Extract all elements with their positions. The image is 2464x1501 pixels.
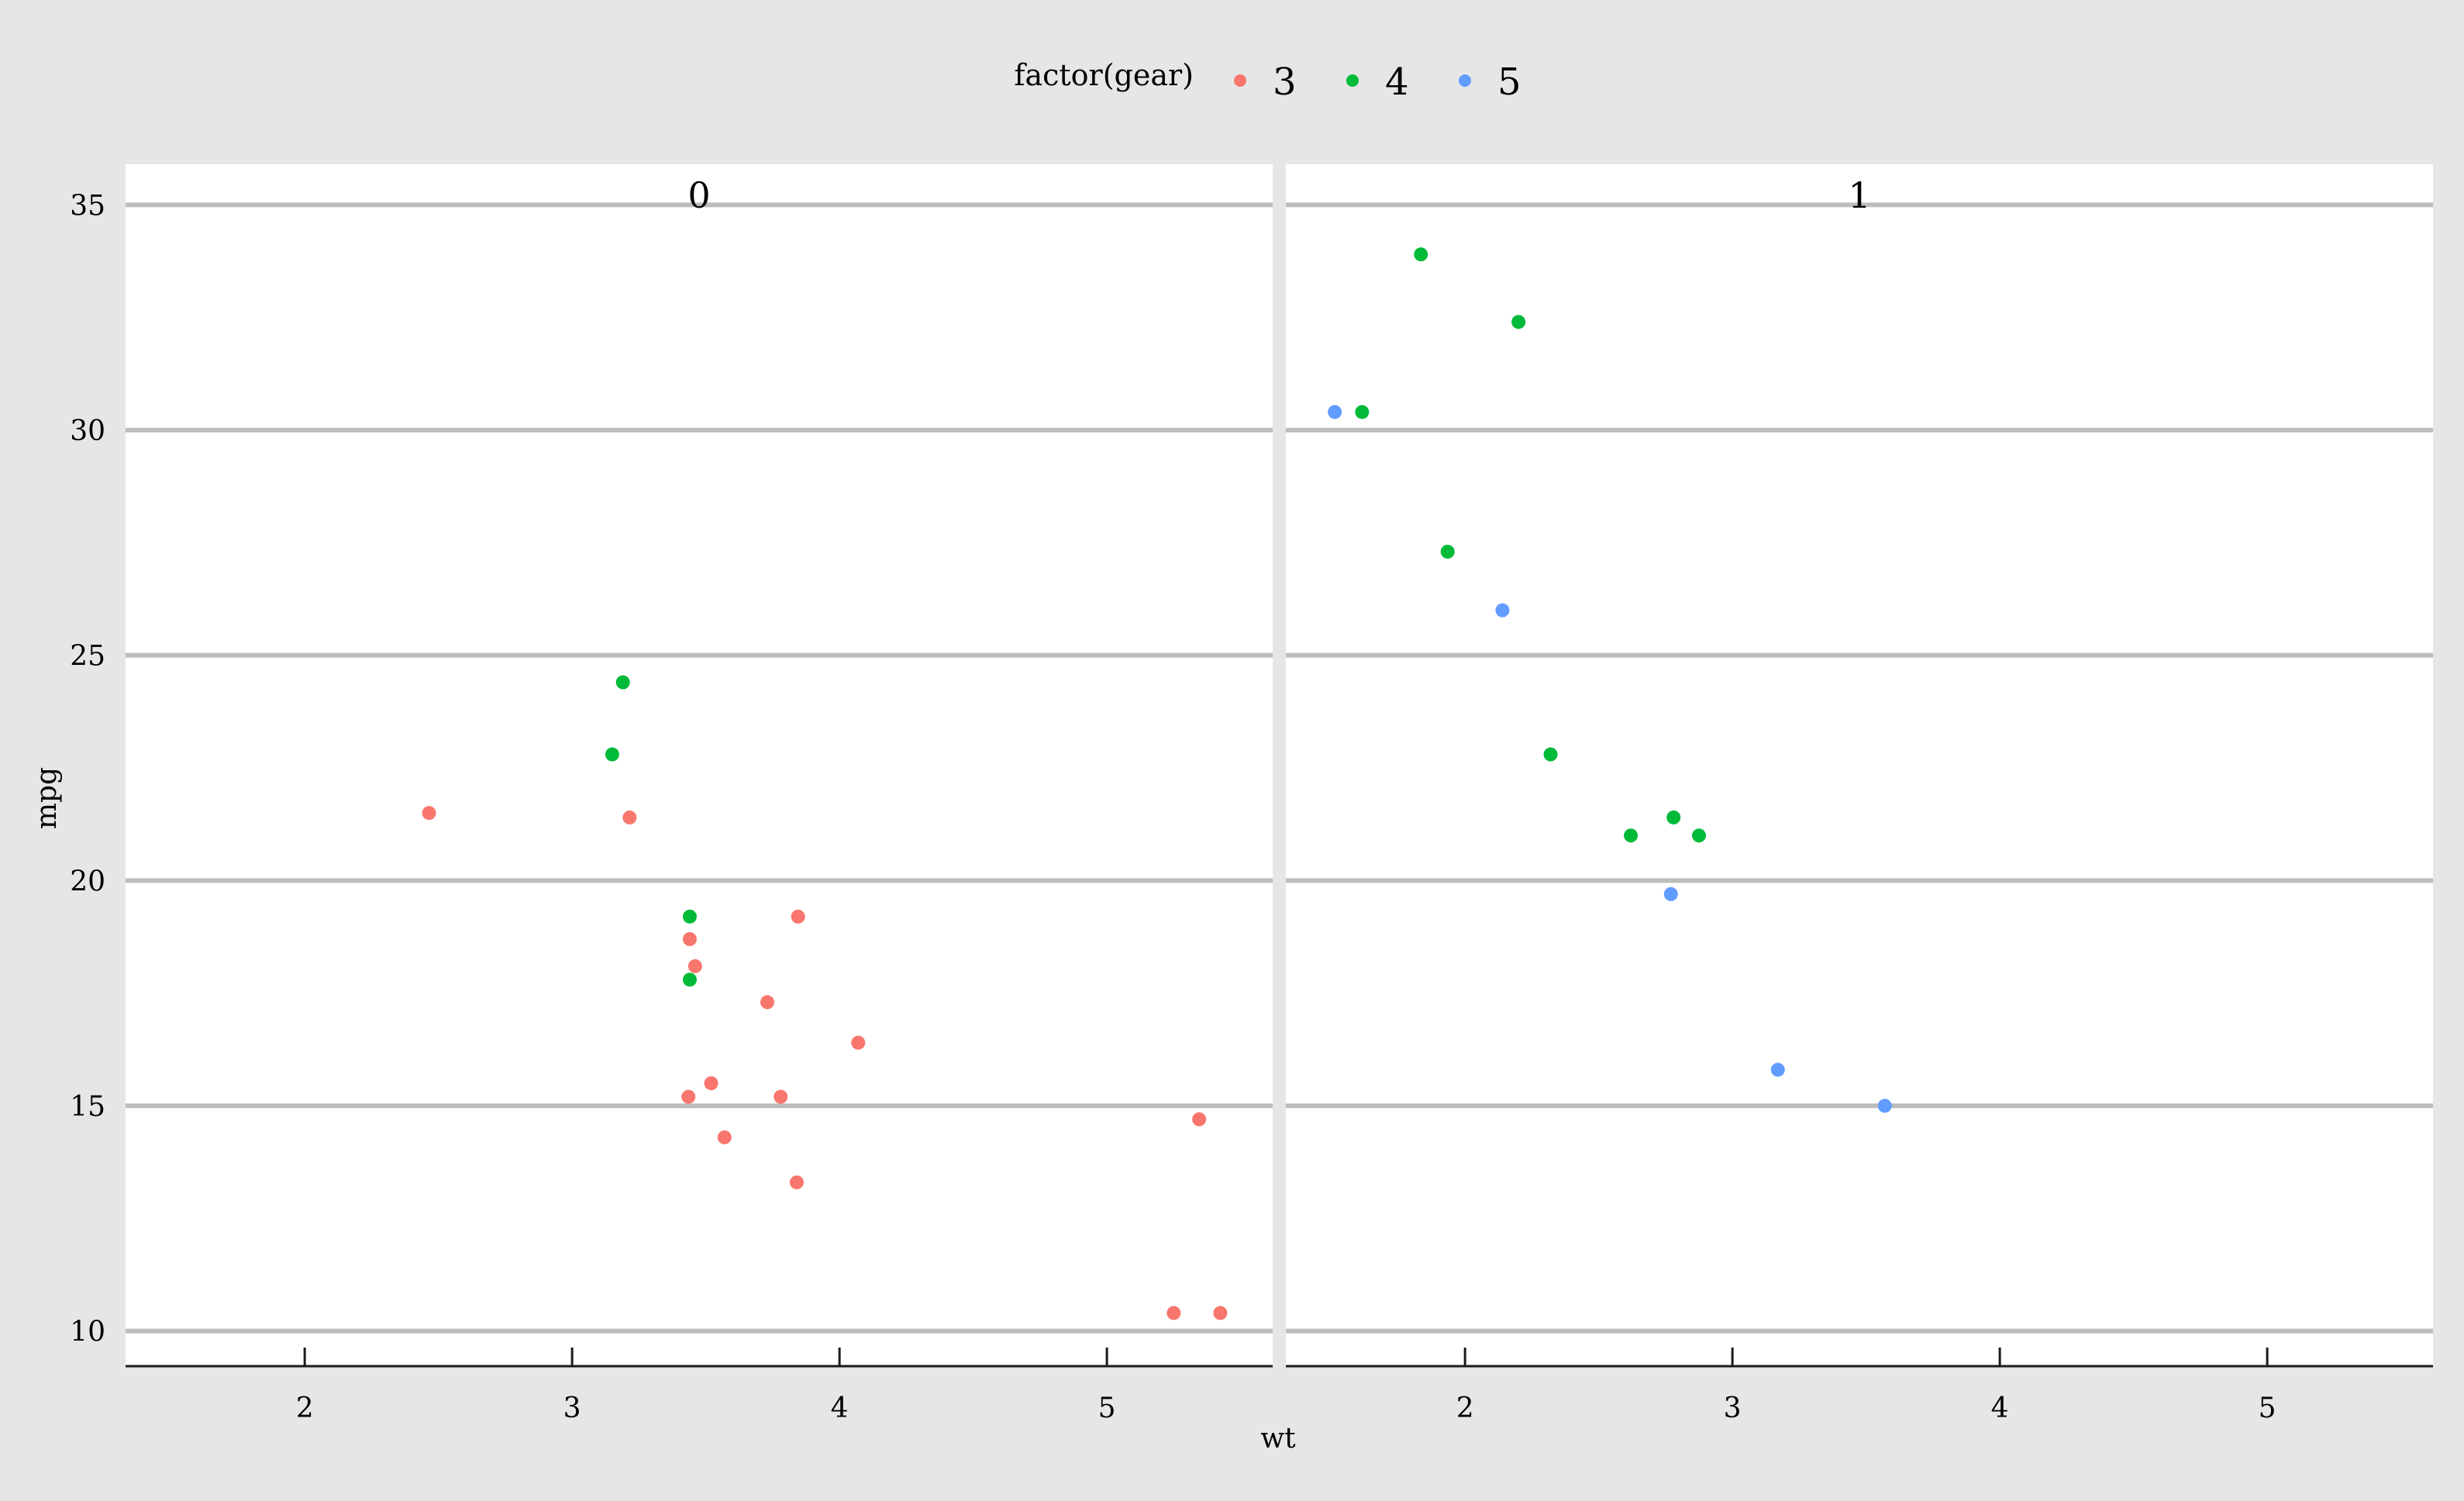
data-point: [422, 806, 436, 821]
legend-key-4: [1346, 74, 1359, 87]
data-point: [1770, 1062, 1785, 1077]
legend-entries: 3 4 5: [1234, 60, 1521, 104]
data-point: [1328, 405, 1342, 419]
panel-1: 1 2 3 4 5: [1286, 164, 2433, 1424]
legend-label-4: 4: [1385, 60, 1409, 104]
data-point: [1692, 828, 1707, 843]
legend-key-3: [1234, 74, 1246, 87]
y-axis: 10 15 20 25 30 35: [70, 190, 105, 1348]
x-tick-label: 2: [296, 1393, 314, 1424]
data-point: [774, 1090, 788, 1104]
legend-title: factor(gear): [1014, 58, 1194, 92]
y-tick-label: 30: [70, 415, 105, 447]
data-point: [1167, 1306, 1181, 1320]
x-tick-label: 3: [1724, 1393, 1742, 1424]
data-point: [789, 1175, 804, 1189]
x-tick-label: 2: [1456, 1393, 1474, 1424]
facet-strip-label: 0: [688, 174, 710, 216]
y-tick-label: 20: [70, 866, 105, 897]
x-tick-label: 4: [1991, 1393, 2009, 1424]
data-point: [851, 1035, 866, 1050]
legend-label-3: 3: [1273, 60, 1297, 104]
data-point: [791, 909, 805, 924]
x-tick-label: 3: [563, 1393, 581, 1424]
y-axis-title: mpg: [31, 767, 63, 829]
data-point: [1624, 828, 1639, 843]
panel-0: 0 2 3 4 5: [126, 164, 1273, 1424]
data-point: [615, 675, 630, 690]
y-tick-label: 10: [70, 1317, 105, 1348]
y-tick-label: 15: [70, 1091, 105, 1123]
data-point: [1877, 1098, 1892, 1113]
data-point: [1414, 247, 1428, 262]
data-point: [605, 747, 619, 762]
data-point: [1440, 544, 1455, 559]
data-point: [1355, 405, 1370, 419]
data-point: [1663, 886, 1678, 901]
data-point: [1543, 747, 1558, 762]
data-point: [760, 995, 774, 1010]
data-point: [1666, 810, 1681, 825]
legend: factor(gear) 3 4 5: [1014, 58, 1521, 104]
data-point: [1213, 1306, 1228, 1320]
data-point: [682, 931, 697, 946]
legend-label-5: 5: [1497, 60, 1521, 104]
panels: 10 15 20 25 30 35 0 2 3 4 5 1 2 3 4 5: [70, 164, 2433, 1424]
data-point: [681, 1090, 696, 1104]
data-point: [1511, 315, 1526, 329]
x-axis-title: wt: [1260, 1423, 1296, 1455]
data-point: [682, 909, 697, 924]
x-tick-label: 5: [2259, 1393, 2276, 1424]
facet-strip-label: 1: [1848, 174, 1870, 216]
y-tick-label: 35: [70, 190, 105, 222]
x-tick-label: 5: [1098, 1393, 1116, 1424]
panel-background: [1286, 164, 2433, 1366]
panel-background: [126, 164, 1273, 1366]
data-point: [717, 1130, 732, 1145]
legend-key-5: [1459, 74, 1471, 87]
data-point: [682, 973, 697, 987]
data-point: [704, 1076, 719, 1090]
y-tick-label: 25: [70, 641, 105, 673]
data-point: [622, 810, 637, 825]
data-point: [1495, 603, 1510, 618]
x-tick-label: 4: [831, 1393, 849, 1424]
data-point: [1192, 1112, 1207, 1127]
data-point: [688, 959, 702, 973]
